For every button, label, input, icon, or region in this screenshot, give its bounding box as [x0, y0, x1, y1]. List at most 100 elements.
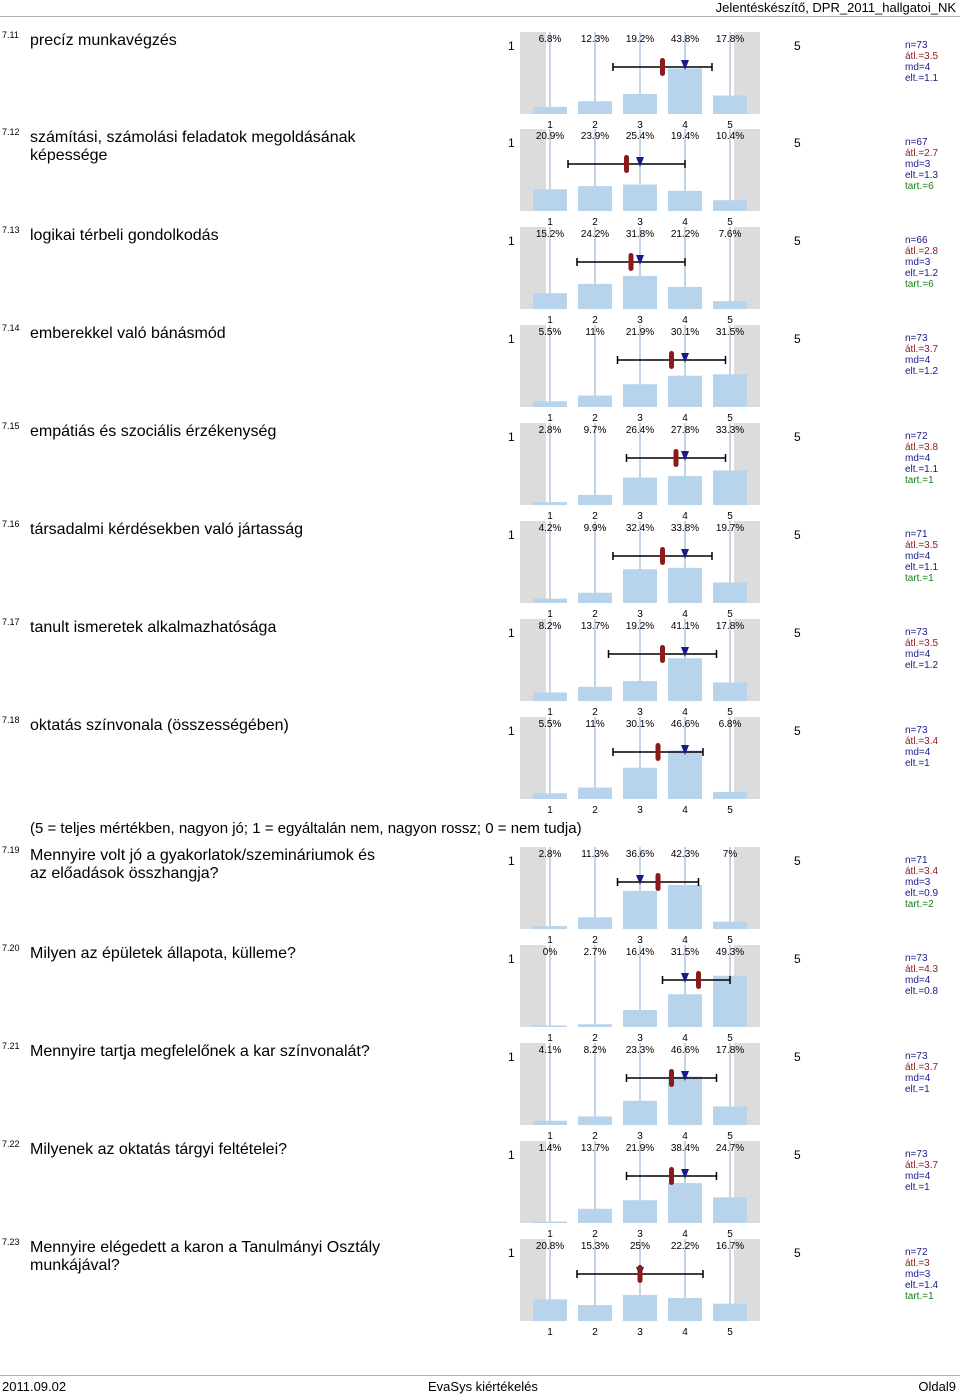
scale-tick-label: 3	[637, 413, 643, 424]
percent-label: 38.4%	[671, 1143, 699, 1154]
question-text: Milyenek az oktatás tárgyi feltételei?	[30, 1141, 288, 1158]
bar	[533, 293, 567, 309]
question-row: 7.15 empátiás és szociális érzékenység 1 5 2…	[0, 421, 960, 522]
footer-center: EvaSys kiértékelés	[428, 1379, 538, 1394]
percent-label: 15.2%	[536, 229, 564, 240]
scale-tick-label: 3	[637, 1327, 643, 1338]
scale-tick-label: 4	[682, 935, 688, 946]
scale-max-label: 5	[794, 626, 801, 640]
statistics-block: n=72 átl.=3 md=3 elt.=1.4 tart.=1	[905, 1247, 938, 1302]
percent-label: 11%	[585, 327, 604, 338]
percent-label: 25.4%	[626, 131, 654, 142]
statistics-block: n=66 átl.=2.8 md=3 elt.=1.2 tart.=6	[905, 235, 938, 290]
stat-elt: elt.=1.1	[905, 464, 939, 475]
scale-tick-label: 3	[637, 805, 643, 816]
chart-right-panel	[734, 717, 760, 799]
bar	[713, 682, 747, 701]
bar	[578, 283, 612, 309]
bar	[668, 190, 702, 211]
scale-min-label: 1	[508, 234, 515, 248]
scale-tick-label: 3	[637, 1131, 643, 1142]
question-row: 7.16 társadalmi kérdésekben való jártassá…	[0, 519, 960, 620]
bar	[623, 1295, 657, 1321]
median-marker	[681, 549, 689, 559]
stat-elt: elt.=1.4	[905, 1280, 939, 1291]
scale-tick-label: 2	[592, 805, 598, 816]
percent-label: 24.7%	[716, 1143, 744, 1154]
mean-marker	[624, 155, 629, 173]
distribution-chart: 1.4% 13.7% 21.9% 38.4% 24.7% 1 2 3 4 5	[520, 1141, 760, 1240]
question-number: 7.21	[2, 1041, 20, 1051]
bar	[623, 384, 657, 407]
scale-max-label: 5	[794, 724, 801, 738]
scale-max-label: 5	[794, 430, 801, 444]
stat-md: md=3	[905, 257, 931, 268]
bar	[578, 1208, 612, 1223]
bar	[623, 1009, 657, 1027]
stat-atl: átl.=3.4	[905, 736, 939, 747]
scale-tick-label: 3	[637, 1033, 643, 1044]
percent-label: 7.6%	[719, 229, 742, 240]
bar	[713, 582, 747, 603]
percent-label: 30.1%	[671, 327, 699, 338]
bar	[578, 1305, 612, 1321]
scale-tick-label: 4	[682, 805, 688, 816]
scale-tick-label: 2	[592, 935, 598, 946]
percent-label: 27.8%	[671, 425, 699, 436]
scale-max-label: 5	[794, 136, 801, 150]
question-row: 7.19 Mennyire volt jó a gyakorlatok/szemi…	[0, 845, 960, 946]
statistics-block: n=73 átl.=4.3 md=4 elt.=0.8	[905, 953, 938, 997]
stat-elt: elt.=1.2	[905, 660, 939, 671]
stat-atl: átl.=2.7	[905, 148, 939, 159]
bar	[533, 1120, 567, 1125]
scale-tick-label: 4	[682, 1229, 688, 1240]
stat-md: md=4	[905, 453, 931, 464]
percent-label: 2.7%	[584, 947, 607, 958]
scale-max-label: 5	[794, 234, 801, 248]
scale-tick-label: 2	[592, 217, 598, 228]
statistics-block: n=72 átl.=3.8 md=4 elt.=1.1 tart.=1	[905, 431, 938, 486]
median-marker	[681, 973, 689, 983]
stat-n: n=71	[905, 529, 928, 540]
stat-atl: átl.=3.7	[905, 344, 939, 355]
scale-tick-label: 1	[547, 1327, 553, 1338]
median-marker	[681, 451, 689, 461]
stat-atl: átl.=3.5	[905, 638, 939, 649]
bar	[623, 477, 657, 505]
bar	[668, 286, 702, 309]
stat-n: n=67	[905, 137, 928, 148]
stat-elt: elt.=0.8	[905, 986, 939, 997]
bar	[668, 1297, 702, 1321]
median-marker	[681, 745, 689, 755]
stat-md: md=4	[905, 649, 931, 660]
bar	[533, 189, 567, 211]
mean-marker	[628, 253, 634, 271]
bar	[623, 1100, 657, 1125]
scale-tick-label: 4	[682, 707, 688, 718]
question-text: számítási, számolási feladatok megoldásá…	[30, 129, 356, 164]
distribution-chart: 2.8% 9.7% 26.4% 27.8% 33.3% 1 2 3 4 5	[520, 423, 760, 522]
mean-marker	[660, 547, 665, 565]
percent-label: 9.7%	[584, 425, 607, 436]
percent-label: 26.4%	[626, 425, 654, 436]
bar	[623, 569, 657, 603]
stat-n: n=73	[905, 1051, 928, 1062]
percent-label: 21.9%	[626, 1143, 654, 1154]
stat-elt: elt.=1.1	[905, 73, 939, 84]
percent-label: 7%	[723, 849, 738, 860]
percent-label: 42.3%	[671, 849, 699, 860]
percent-label: 16.7%	[716, 1241, 744, 1252]
scale-tick-label: 1	[547, 1131, 553, 1142]
scale-tick-label: 4	[682, 1033, 688, 1044]
percent-label: 0%	[543, 947, 558, 958]
bar	[668, 1183, 702, 1223]
scale-tick-label: 3	[637, 511, 643, 522]
stat-elt: elt.=1.1	[905, 562, 939, 573]
bar	[623, 681, 657, 701]
scale-tick-label: 2	[592, 707, 598, 718]
scale-tick-label: 2	[592, 609, 598, 620]
scale-tick-label: 2	[592, 315, 598, 326]
distribution-chart: 2.8% 11.3% 36.6% 42.3% 7% 1 2 3 4 5	[520, 847, 760, 946]
scale-tick-label: 5	[727, 217, 733, 228]
bar	[578, 101, 612, 114]
